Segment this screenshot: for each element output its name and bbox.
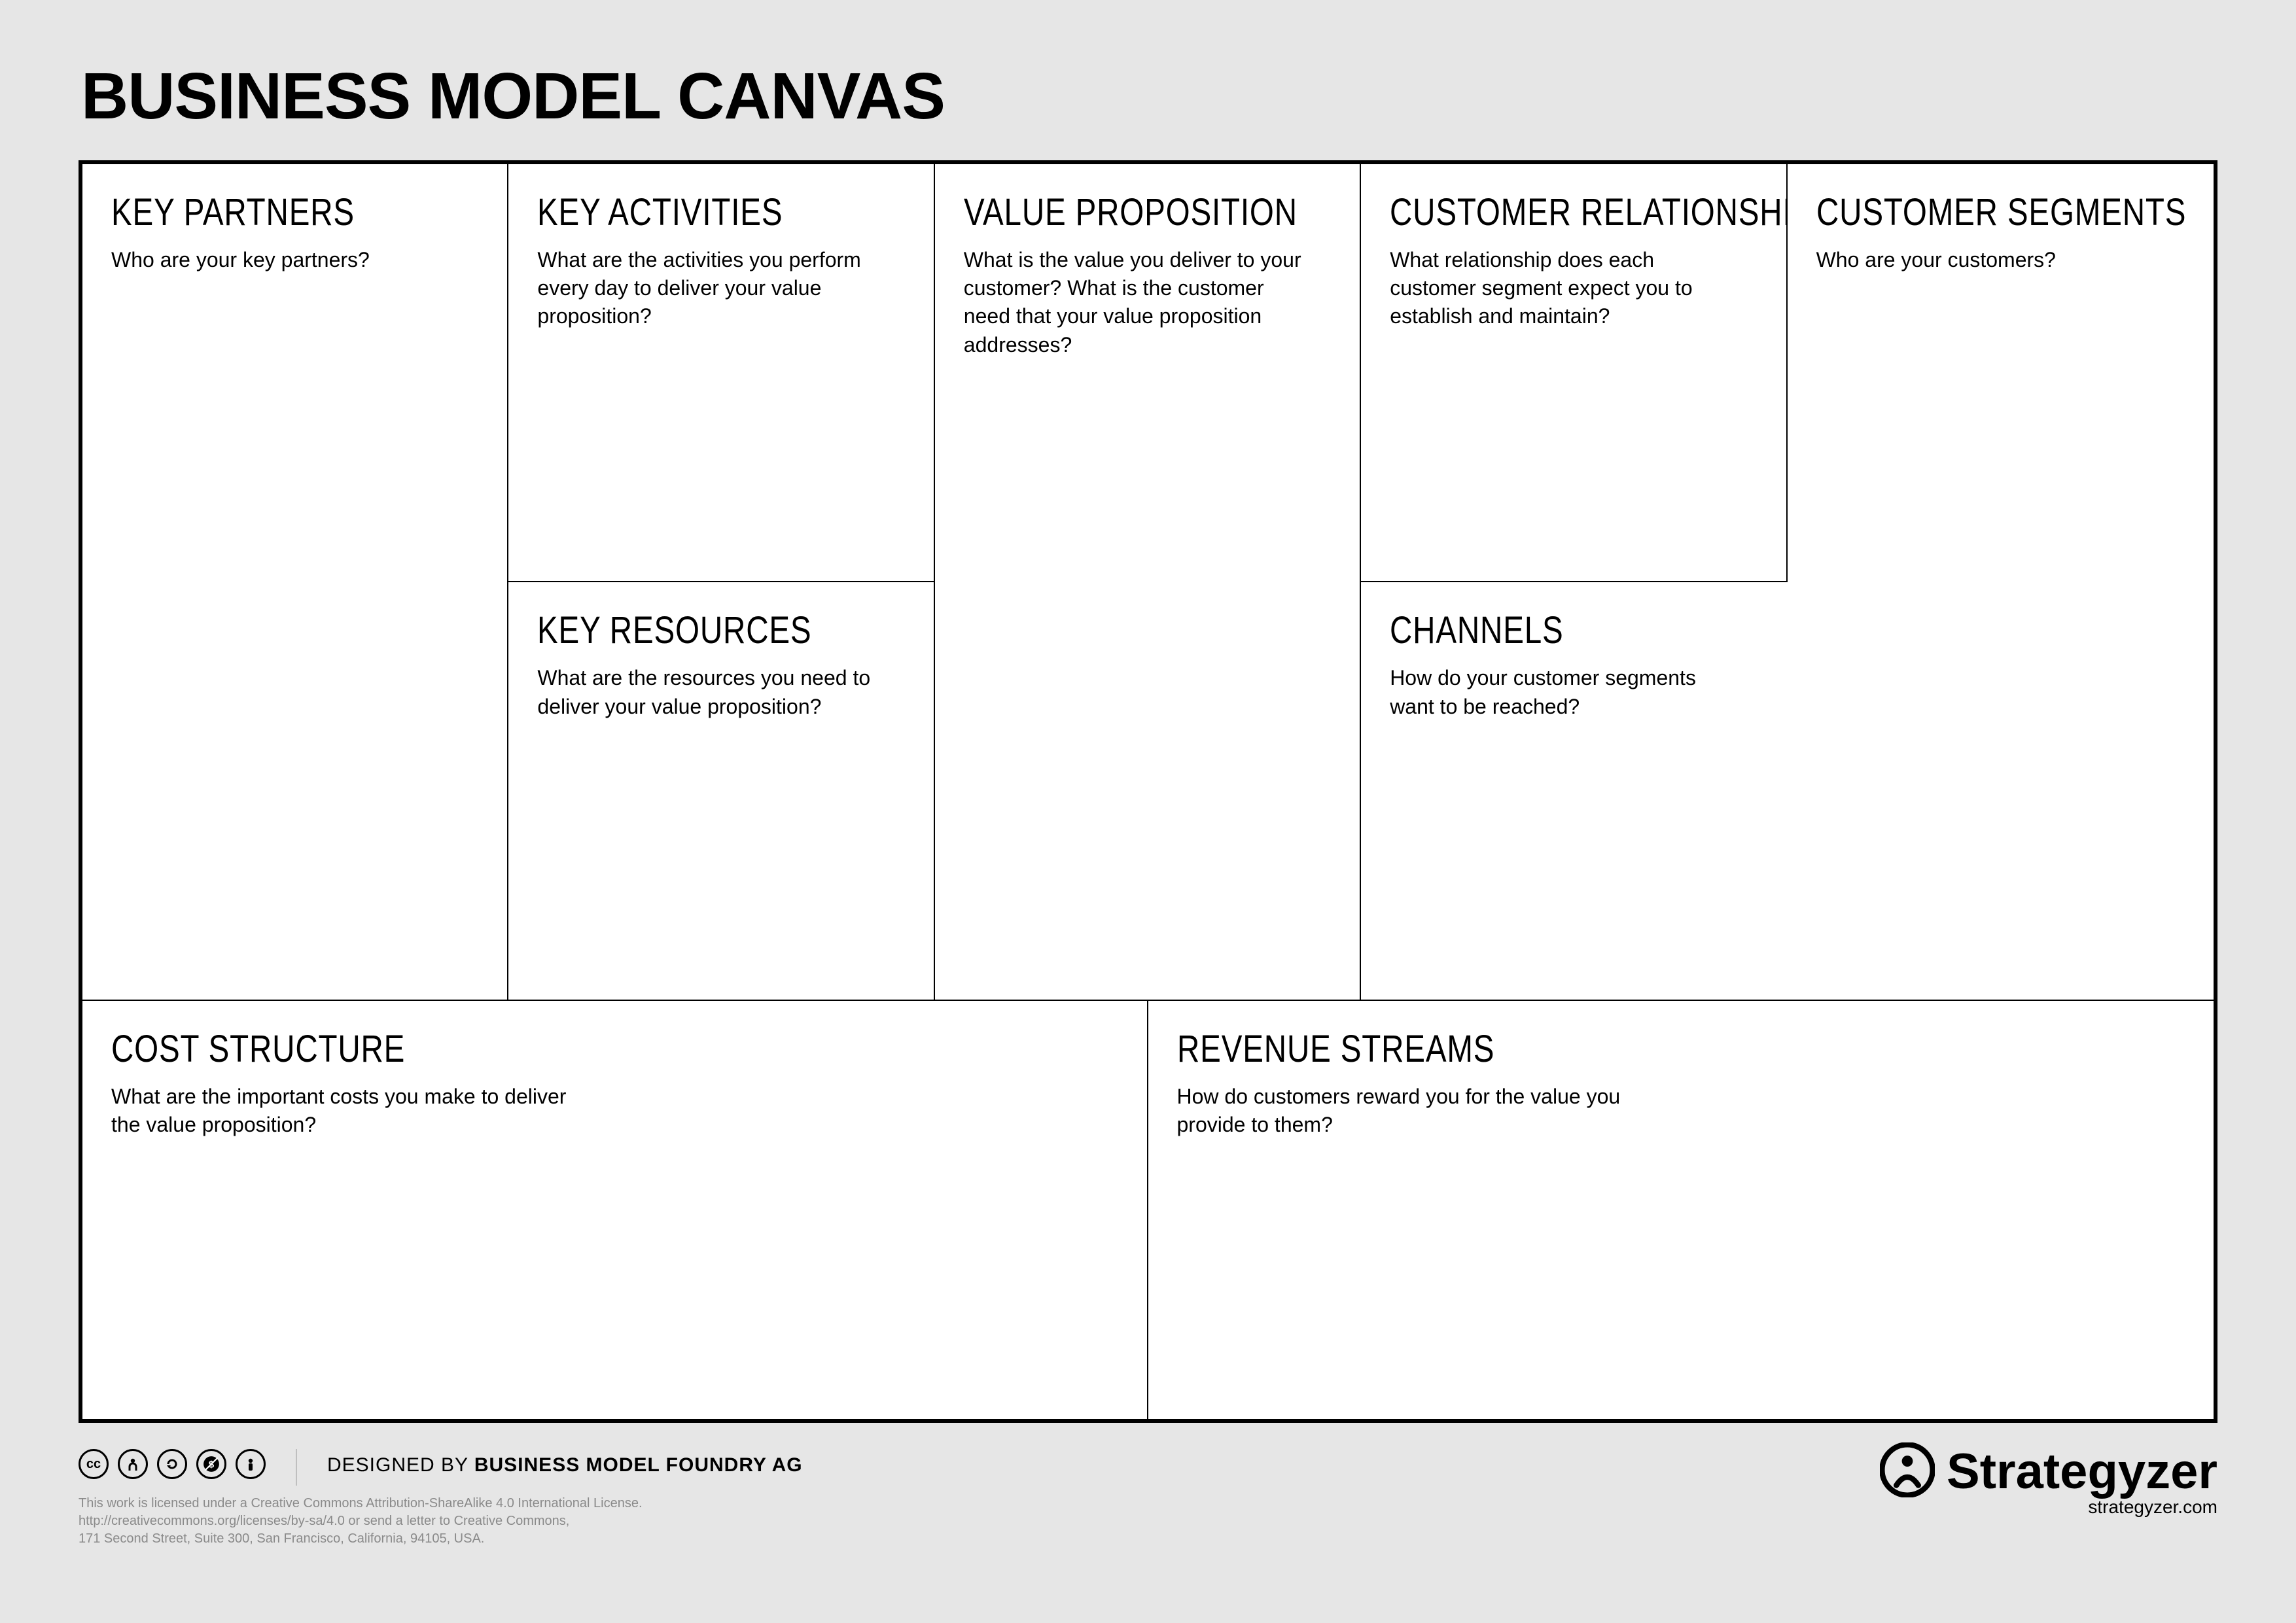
cell-channels: CHANNELS How do your customer seg­ments … — [1361, 582, 1787, 1000]
heading-key-resources: KEY RESOURCES — [537, 608, 838, 652]
prompt-customer-segments: Who are your customers? — [1816, 246, 2155, 274]
brand-name: Strategyzer — [1947, 1443, 2217, 1500]
cell-key-resources: KEY RESOURCES What are the resources you… — [508, 582, 934, 1000]
canvas-grid: KEY PARTNERS Who are your key partners? … — [79, 160, 2217, 1423]
cell-revenue-streams: REVENUE STREAMS How do customers reward … — [1148, 1001, 2214, 1419]
heading-cost-structure: COST STRUCTURE — [111, 1027, 937, 1071]
heading-key-activities: KEY ACTIVITIES — [537, 190, 838, 234]
license-fineprint: This work is licensed under a Creative C… — [79, 1495, 643, 1548]
cell-cost-structure: COST STRUCTURE What are the important co… — [82, 1001, 1148, 1419]
heading-customer-relationships: CUSTOMER RELATIONSHIPS — [1390, 190, 1691, 234]
cell-customer-segments: CUSTOMER SEGMENTS Who are your customers… — [1788, 164, 2214, 1001]
cell-key-partners: KEY PARTNERS Who are your key partners? — [82, 164, 508, 1001]
brand: Strategyzer strategyzer.com — [1880, 1442, 2217, 1518]
prompt-revenue-streams: How do customers reward you for the valu… — [1177, 1083, 1681, 1139]
prompt-key-activities: What are the activities you per­form eve… — [537, 246, 875, 331]
page-title: BUSINESS MODEL CANVAS — [81, 59, 2217, 134]
cc-nc-icon: $ — [196, 1449, 226, 1479]
cell-value-proposition: VALUE PROPOSITION What is the value you … — [935, 164, 1361, 1001]
prompt-channels: How do your customer seg­ments want to b… — [1390, 664, 1729, 720]
fineprint-line: http://creativecommons.org/licenses/by-s… — [79, 1512, 643, 1530]
cell-key-activities: KEY ACTIVITIES What are the activities y… — [508, 164, 934, 582]
heading-channels: CHANNELS — [1390, 608, 1692, 652]
prompt-key-partners: Who are your key partners? — [111, 246, 449, 274]
heading-revenue-streams: REVENUE STREAMS — [1177, 1027, 2004, 1071]
cc-icon: cc — [79, 1449, 109, 1479]
footer-divider — [296, 1449, 297, 1486]
fineprint-line: This work is licensed under a Creative C… — [79, 1495, 643, 1512]
prompt-cost-structure: What are the important costs you make to… — [111, 1083, 594, 1139]
heading-value-proposition: VALUE PROPOSITION — [964, 190, 1265, 234]
prompt-customer-relationships: What relationship does each customer seg… — [1390, 246, 1727, 331]
designed-by: DESIGNED BY BUSINESS MODEL FOUNDRY AG — [327, 1449, 803, 1476]
footer: cc $ DESIGNED BY BUSINESS MODEL FOUNDRY … — [79, 1449, 2217, 1486]
fineprint-line: 171 Second Street, Suite 300, San Franci… — [79, 1530, 643, 1548]
cc-nd-icon — [236, 1449, 266, 1479]
heading-key-partners: KEY PARTNERS — [111, 190, 412, 234]
page: BUSINESS MODEL CANVAS KEY PARTNERS Who a… — [0, 0, 2296, 1623]
cc-by-icon — [118, 1449, 148, 1479]
strategyzer-logo-icon — [1880, 1442, 1935, 1501]
cc-icons: cc $ — [79, 1449, 266, 1479]
cell-customer-relationships: CUSTOMER RELATIONSHIPS What relationship… — [1361, 164, 1787, 582]
designed-by-org: BUSINESS MODEL FOUNDRY AG — [474, 1454, 803, 1476]
heading-customer-segments: CUSTOMER SEGMENTS — [1816, 190, 2119, 234]
cc-sa-icon — [157, 1449, 187, 1479]
designed-by-label: DESIGNED BY — [327, 1454, 474, 1476]
prompt-value-proposition: What is the value you deliver to your cu… — [964, 246, 1301, 359]
prompt-key-resources: What are the resources you need to deliv… — [537, 664, 875, 720]
